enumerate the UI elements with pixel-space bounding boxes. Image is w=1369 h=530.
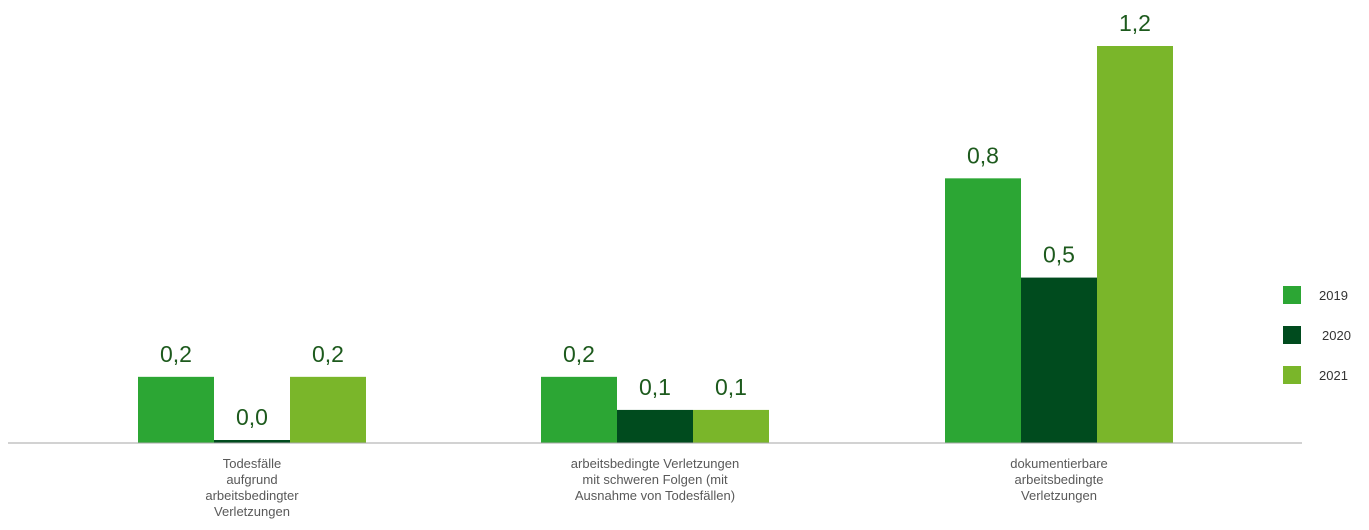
value-label-2020-cat-1: 0,0 bbox=[236, 404, 268, 430]
bar-2019-cat-1 bbox=[138, 376, 214, 443]
category-label-1-line-3: arbeitsbedingter bbox=[205, 488, 299, 503]
bars-layer bbox=[138, 46, 1173, 444]
value-label-2019-cat-1: 0,2 bbox=[160, 341, 192, 367]
bar-2020-cat-1 bbox=[214, 440, 290, 443]
legend-label-2021: 2021 bbox=[1319, 368, 1348, 383]
category-label-2-line-2: mit schweren Folgen (mit bbox=[582, 472, 728, 487]
category-label-1-line-4: Verletzungen bbox=[214, 504, 290, 519]
bar-2019-cat-2 bbox=[541, 376, 617, 443]
value-label-2019-cat-3: 0,8 bbox=[967, 142, 999, 168]
category-label-1-line-2: aufgrund bbox=[226, 472, 277, 487]
category-label-2-line-1: arbeitsbedingte Verletzungen bbox=[571, 456, 739, 471]
bar-2019-cat-3 bbox=[945, 178, 1021, 444]
category-labels-layer: TodesfälleaufgrundarbeitsbedingterVerlet… bbox=[205, 456, 1107, 519]
category-label-3-line-3: Verletzungen bbox=[1021, 488, 1097, 503]
legend: 2019 2020 2021 bbox=[1283, 286, 1351, 384]
legend-swatch-2020 bbox=[1283, 326, 1301, 344]
legend-swatch-2019 bbox=[1283, 286, 1301, 304]
category-label-3-line-1: dokumentierbare bbox=[1010, 456, 1108, 471]
category-label-1-line-1: Todesfälle bbox=[223, 456, 282, 471]
value-label-2021-cat-2: 0,1 bbox=[715, 374, 747, 400]
bar-2021-cat-1 bbox=[290, 376, 366, 443]
category-label-3-line-2: arbeitsbedingte bbox=[1015, 472, 1104, 487]
value-label-2019-cat-2: 0,2 bbox=[563, 341, 595, 367]
legend-swatch-2021 bbox=[1283, 366, 1301, 384]
bar-2020-cat-2 bbox=[617, 409, 693, 443]
bar-2021-cat-3 bbox=[1097, 46, 1173, 443]
category-label-2-line-3: Ausnahme von Todesfällen) bbox=[575, 488, 735, 503]
legend-label-2019: 2019 bbox=[1319, 288, 1348, 303]
bar-2020-cat-3 bbox=[1021, 277, 1097, 443]
value-label-2021-cat-1: 0,2 bbox=[312, 341, 344, 367]
legend-label-2020: 2020 bbox=[1322, 328, 1351, 343]
value-labels-layer: 0,2 0,0 0,2 0,2 0,1 0,1 0,8 0,5 1,2 bbox=[160, 10, 1151, 430]
value-label-2021-cat-3: 1,2 bbox=[1119, 10, 1151, 36]
value-label-2020-cat-3: 0,5 bbox=[1043, 242, 1075, 268]
value-label-2020-cat-2: 0,1 bbox=[639, 374, 671, 400]
bar-2021-cat-2 bbox=[693, 409, 769, 443]
